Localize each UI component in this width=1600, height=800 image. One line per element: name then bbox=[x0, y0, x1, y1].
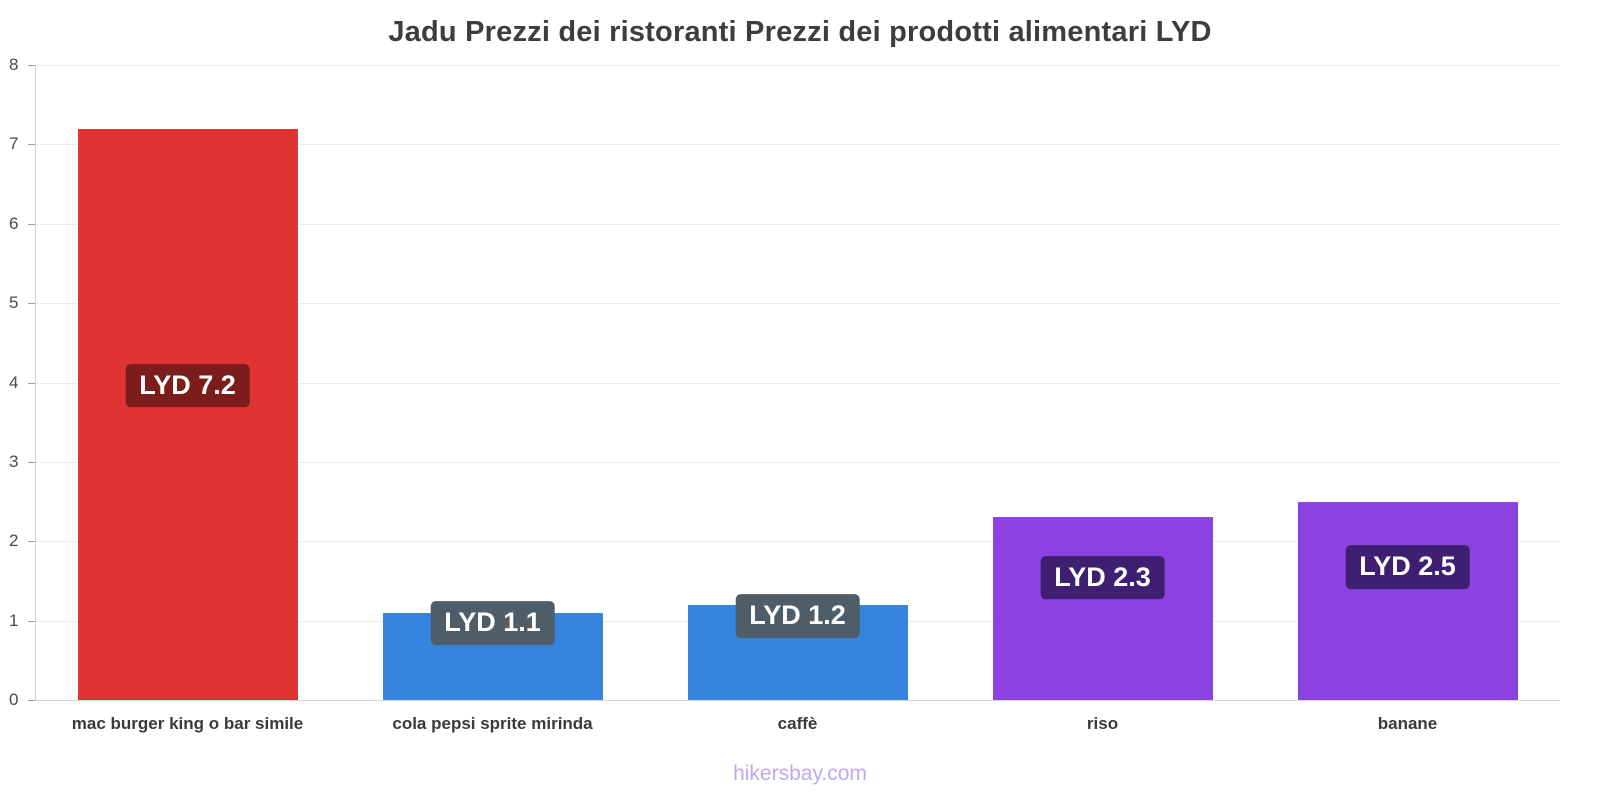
x-category-label-1: cola pepsi sprite mirinda bbox=[392, 714, 593, 733]
y-tick-mark-0 bbox=[28, 700, 35, 701]
bar-value-label-0: LYD 7.2 bbox=[125, 363, 250, 408]
y-tick-label-7: 7 bbox=[9, 134, 19, 154]
y-tick-mark-3 bbox=[28, 461, 35, 463]
x-category-label-3: riso bbox=[1086, 714, 1119, 733]
bar-4 bbox=[1297, 501, 1518, 700]
y-tick-label-1: 1 bbox=[9, 610, 19, 630]
y-tick-mark-5 bbox=[28, 303, 35, 305]
x-category-label-0: mac burger king o bar simile bbox=[71, 714, 304, 733]
bar-3 bbox=[992, 517, 1213, 700]
chart-title: Jadu Prezzi dei ristoranti Prezzi dei pr… bbox=[388, 16, 1212, 48]
y-tick-label-8: 8 bbox=[9, 55, 19, 74]
y-tick-mark-7 bbox=[28, 144, 35, 146]
y-tick-mark-6 bbox=[28, 223, 35, 225]
y-tick-label-0: 0 bbox=[9, 690, 19, 709]
y-axis-line bbox=[35, 65, 36, 701]
plot-area: LYD 7.2 LYD 1.1 LYD 1.2 LYD 2.3 LYD 2.5 bbox=[35, 65, 1560, 701]
gridline-0 bbox=[35, 700, 1560, 701]
y-tick-label-2: 2 bbox=[9, 531, 19, 551]
y-tick-label-4: 4 bbox=[9, 372, 19, 392]
x-category-label-2: caffè bbox=[777, 714, 818, 733]
x-category-label-4: banane bbox=[1377, 714, 1438, 733]
gridline-5 bbox=[35, 303, 1560, 305]
footer-link[interactable]: hikersbay.com bbox=[733, 762, 867, 785]
gridline-2 bbox=[35, 541, 1560, 543]
y-tick-mark-8 bbox=[28, 65, 35, 66]
bar-0 bbox=[77, 128, 298, 700]
gridline-6 bbox=[35, 223, 1560, 225]
gridline-4 bbox=[35, 382, 1560, 384]
y-tick-label-3: 3 bbox=[9, 451, 19, 471]
bar-value-label-4: LYD 2.5 bbox=[1345, 545, 1470, 589]
bar-value-label-2: LYD 1.2 bbox=[735, 594, 860, 639]
gridline-7 bbox=[35, 144, 1560, 146]
y-tick-mark-4 bbox=[28, 382, 35, 384]
bar-value-label-3: LYD 2.3 bbox=[1040, 555, 1165, 600]
gridline-8 bbox=[35, 65, 1560, 66]
bar-value-label-1: LYD 1.1 bbox=[430, 601, 555, 645]
y-tick-mark-1 bbox=[28, 620, 35, 622]
gridline-3 bbox=[35, 461, 1560, 463]
y-tick-label-6: 6 bbox=[9, 213, 19, 233]
y-tick-label-5: 5 bbox=[9, 293, 19, 313]
y-tick-mark-2 bbox=[28, 541, 35, 543]
